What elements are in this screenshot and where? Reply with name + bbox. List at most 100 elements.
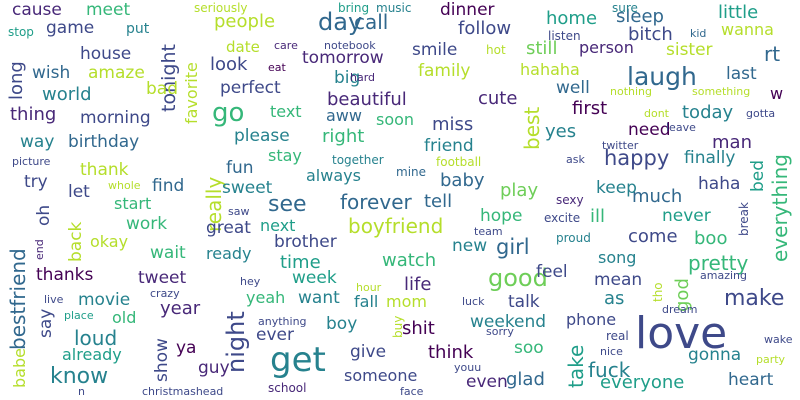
word: bestfriend (6, 248, 30, 350)
word: already (62, 345, 122, 364)
word: soon (376, 110, 415, 129)
word: new (452, 236, 488, 256)
word: bitch (628, 24, 673, 45)
word: fuck (588, 358, 631, 382)
word: please (234, 126, 290, 146)
word: birthday (68, 132, 140, 152)
word: wait (150, 243, 186, 263)
word: great (206, 218, 251, 238)
word: meet (86, 0, 131, 20)
word: even (466, 372, 508, 392)
word: take (564, 344, 588, 388)
word: heart (728, 370, 774, 390)
word: end (33, 239, 46, 260)
word: forever (340, 190, 412, 214)
word: together (332, 153, 384, 167)
word: way (20, 132, 55, 152)
word: amazing (700, 269, 747, 282)
word: bring (338, 1, 370, 15)
word: start (114, 194, 152, 213)
word: nothing (610, 85, 652, 98)
word: place (64, 309, 94, 322)
word: everyone (600, 372, 685, 393)
word: bad (146, 79, 178, 99)
word: ready (206, 244, 252, 263)
word: gotta (746, 107, 776, 120)
word: try (24, 172, 48, 192)
word: boyfriend (348, 214, 444, 238)
word: proud (556, 231, 591, 245)
word: love (635, 308, 728, 359)
word: laugh (627, 62, 697, 91)
word: loud (74, 326, 118, 350)
word: wanna (721, 20, 774, 39)
word: dinner (440, 0, 495, 20)
word: thing (10, 104, 57, 125)
word: make (724, 286, 785, 311)
word: come (628, 226, 678, 247)
word: school (268, 381, 307, 395)
word: never (662, 206, 711, 226)
word: man (712, 132, 752, 153)
word: feel (536, 262, 568, 282)
word: mean (594, 270, 643, 290)
word: time (280, 252, 321, 273)
word: person (579, 38, 634, 57)
word: eat (268, 61, 286, 74)
word: finally (684, 148, 736, 168)
word: youu (454, 361, 482, 374)
word: guy (198, 358, 230, 378)
word: know (50, 364, 109, 389)
word: mom (386, 292, 427, 311)
word: tomorrow (302, 48, 384, 68)
word: movie (78, 290, 131, 310)
word: game (46, 18, 95, 38)
word: yes (545, 121, 577, 142)
word: girl (496, 235, 530, 259)
word: ask (566, 153, 585, 166)
word: okay (90, 232, 129, 251)
word: say (36, 308, 56, 338)
word: perfect (220, 78, 281, 98)
word: rt (764, 42, 781, 66)
word: well (556, 78, 590, 98)
word: morning (80, 108, 151, 128)
word: sweet (222, 178, 273, 198)
word: shit (402, 318, 435, 339)
word: notebook (324, 39, 376, 52)
word: put (126, 21, 150, 37)
word: tho (651, 282, 665, 302)
word: someone (344, 366, 418, 385)
word: baby (440, 170, 485, 191)
word: show (152, 338, 172, 382)
word: song (598, 248, 637, 267)
word: crazy (150, 287, 180, 300)
word: everything (768, 154, 792, 262)
word: hard (350, 71, 376, 84)
word: party (756, 353, 786, 366)
word: break (737, 202, 751, 236)
word: stop (8, 25, 34, 39)
word: nice (600, 345, 623, 358)
word: still (526, 38, 558, 59)
word: saw (228, 205, 250, 218)
word: weekend (470, 312, 547, 332)
word: get (270, 340, 326, 380)
word: luck (462, 295, 485, 308)
word: yeah (246, 288, 286, 307)
word: boy (326, 314, 358, 334)
word: smile (412, 40, 458, 60)
word: favorite (182, 62, 201, 124)
word: dream (662, 303, 698, 316)
word: next (260, 216, 296, 235)
word: dont (644, 107, 669, 120)
word: kid (690, 27, 707, 40)
word: football (436, 155, 482, 169)
word: w (770, 84, 784, 103)
word: year (160, 298, 201, 319)
word: old (112, 308, 137, 327)
word: go (212, 98, 245, 128)
word: haha (698, 174, 741, 194)
word: oh (34, 204, 54, 226)
word: stay (268, 146, 302, 165)
